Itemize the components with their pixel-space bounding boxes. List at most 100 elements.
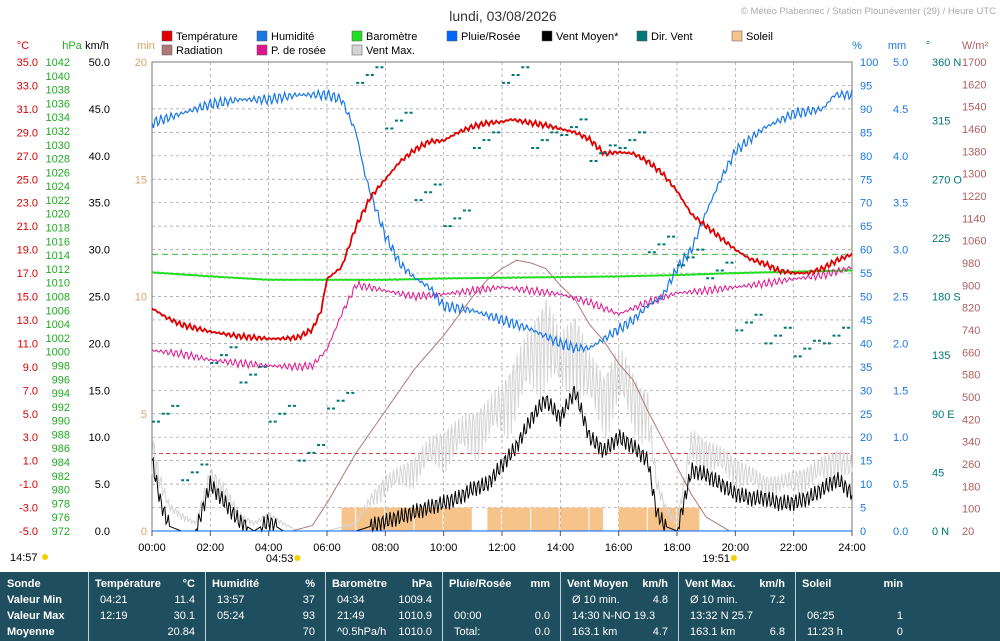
summary-unit: min — [883, 578, 903, 590]
summary-header: Sonde — [0, 576, 88, 592]
summary-label: 11:23 h — [807, 626, 843, 638]
summary-label: Ø 10 min. — [690, 594, 738, 606]
kmh-tick-label: 10.0 — [89, 432, 110, 444]
summary-title: Pluie/Rosée — [449, 578, 512, 590]
summary-row: 70 — [205, 624, 325, 640]
summary-label: ^0.5hPa/h — [337, 626, 387, 638]
temp-tick-label: 25.0 — [17, 174, 38, 186]
summary-row: Valeur Min — [0, 592, 88, 608]
summary-label: 12:19 — [100, 610, 128, 622]
hpa-tick-label: 1004 — [46, 319, 70, 331]
time-tick-label: 10:00 — [430, 542, 458, 554]
legend-entry: Radiation — [176, 45, 222, 57]
mm-tick-label: 4.5 — [893, 104, 908, 116]
hpa-tick-label: 976 — [52, 512, 70, 524]
wm2-tick-label: 740 — [962, 325, 980, 337]
sunrise-label: 04:53 — [266, 553, 294, 565]
hpa-tick-label: 1038 — [46, 85, 70, 97]
min-tick-label: 15 — [135, 174, 147, 186]
legend-swatch — [636, 30, 648, 42]
kmh-tick-label: 15.0 — [89, 385, 110, 397]
temp-tick-label: 29.0 — [17, 127, 38, 139]
summary-column: Température °C 04:21 11.4 12:19 30.1 20.84 — [88, 572, 205, 641]
summary-value: 4.7 — [652, 626, 668, 638]
hpa-tick-label: 1010 — [46, 278, 70, 290]
pct-tick-label: 100 — [860, 57, 878, 69]
summary-label: 06:25 — [807, 610, 835, 622]
legend-swatch — [446, 30, 458, 42]
sunshine-bar — [618, 507, 647, 531]
legend-entry: Vent Moyen* — [556, 31, 619, 43]
left-unit-label: min — [137, 40, 155, 52]
hpa-tick-label: 1036 — [46, 98, 70, 110]
deg-tick-label: 270 O — [932, 174, 962, 186]
hpa-tick-label: 1022 — [46, 195, 70, 207]
summary-value: 37 — [302, 594, 315, 606]
summary-unit: km/h — [642, 578, 668, 590]
summary-row: Valeur Max — [0, 608, 88, 624]
wm2-tick-label: 1380 — [962, 146, 986, 158]
time-tick-label: 02:00 — [197, 542, 225, 554]
pct-tick-label: 60 — [860, 245, 872, 257]
summary-row: 11:23 h 0 — [795, 624, 913, 640]
summary-label: 05:24 — [217, 610, 245, 622]
summary-value: 6.8 — [769, 626, 785, 638]
summary-header: Vent Moyen km/h — [560, 576, 678, 592]
summary-row — [442, 592, 560, 608]
summary-column: Vent Max. km/h Ø 10 min. 7.2 13:32 N 25.7 163… — [678, 572, 795, 641]
summary-row: 04:21 11.4 — [88, 592, 205, 608]
summary-title: Baromètre — [332, 578, 388, 590]
legend-swatch — [351, 30, 363, 42]
summary-unit: mm — [530, 578, 550, 590]
hpa-tick-label: 996 — [52, 374, 70, 386]
sunrise-icon — [294, 555, 301, 561]
wm2-tick-label: 500 — [962, 392, 980, 404]
summary-value: 93 — [302, 610, 315, 622]
min-tick-label: 5 — [141, 409, 147, 421]
legend-swatch — [161, 44, 173, 56]
time-tick-label: 16:00 — [605, 542, 633, 554]
wm2-tick-label: 340 — [962, 437, 980, 449]
pct-tick-label: 25 — [860, 409, 872, 421]
hpa-tick-label: 1020 — [46, 209, 70, 221]
summary-label: 14:30 N-NO 19.3 — [572, 610, 656, 622]
wm2-tick-label: 260 — [962, 459, 980, 471]
hpa-tick-label: 1000 — [46, 347, 70, 359]
summary-header: Soleil min — [795, 576, 913, 592]
summary-row: 06:25 1 — [795, 608, 913, 624]
min-tick-label: 20 — [135, 57, 147, 69]
hpa-tick-label: 1032 — [46, 126, 70, 138]
right-unit-label: % — [852, 40, 862, 52]
time-tick-label: 12:00 — [488, 542, 516, 554]
pct-tick-label: 95 — [860, 80, 872, 92]
summary-title: Humidité — [212, 578, 260, 590]
kmh-tick-label: 20.0 — [89, 338, 110, 350]
min-tick-label: 0 — [141, 526, 147, 538]
kmh-tick-label: 30.0 — [89, 245, 110, 257]
summary-value: 0 — [896, 626, 903, 638]
summary-label: 00:00 — [454, 610, 482, 622]
summary-row: Ø 10 min. 4.8 — [560, 592, 678, 608]
summary-value: 7.2 — [769, 594, 785, 606]
legend-swatch — [541, 30, 553, 42]
series-temperature — [151, 117, 853, 343]
summary-header: Vent Max. km/h — [678, 576, 795, 592]
summary-row: 04:34 1009.4 — [325, 592, 442, 608]
hpa-tick-label: 1006 — [46, 305, 70, 317]
summary-separator — [205, 572, 206, 641]
pct-tick-label: 20 — [860, 432, 872, 444]
summary-separator — [442, 572, 443, 641]
summary-row: 12:19 30.1 — [88, 608, 205, 624]
summary-header: Pluie/Rosée mm — [442, 576, 560, 592]
time-tick-label: 22:00 — [780, 542, 808, 554]
hpa-tick-label: 972 — [52, 526, 70, 538]
sunshine-bar — [502, 507, 531, 531]
summary-value: 70 — [302, 626, 315, 638]
legend-swatch — [351, 44, 363, 56]
temp-tick-label: 9.0 — [23, 362, 38, 374]
summary-row: 20.84 — [88, 624, 205, 640]
time-tick-label: 08:00 — [372, 542, 400, 554]
summary-row: 05:24 93 — [205, 608, 325, 624]
pct-tick-label: 50 — [860, 292, 872, 304]
temp-tick-label: 3.0 — [23, 432, 38, 444]
